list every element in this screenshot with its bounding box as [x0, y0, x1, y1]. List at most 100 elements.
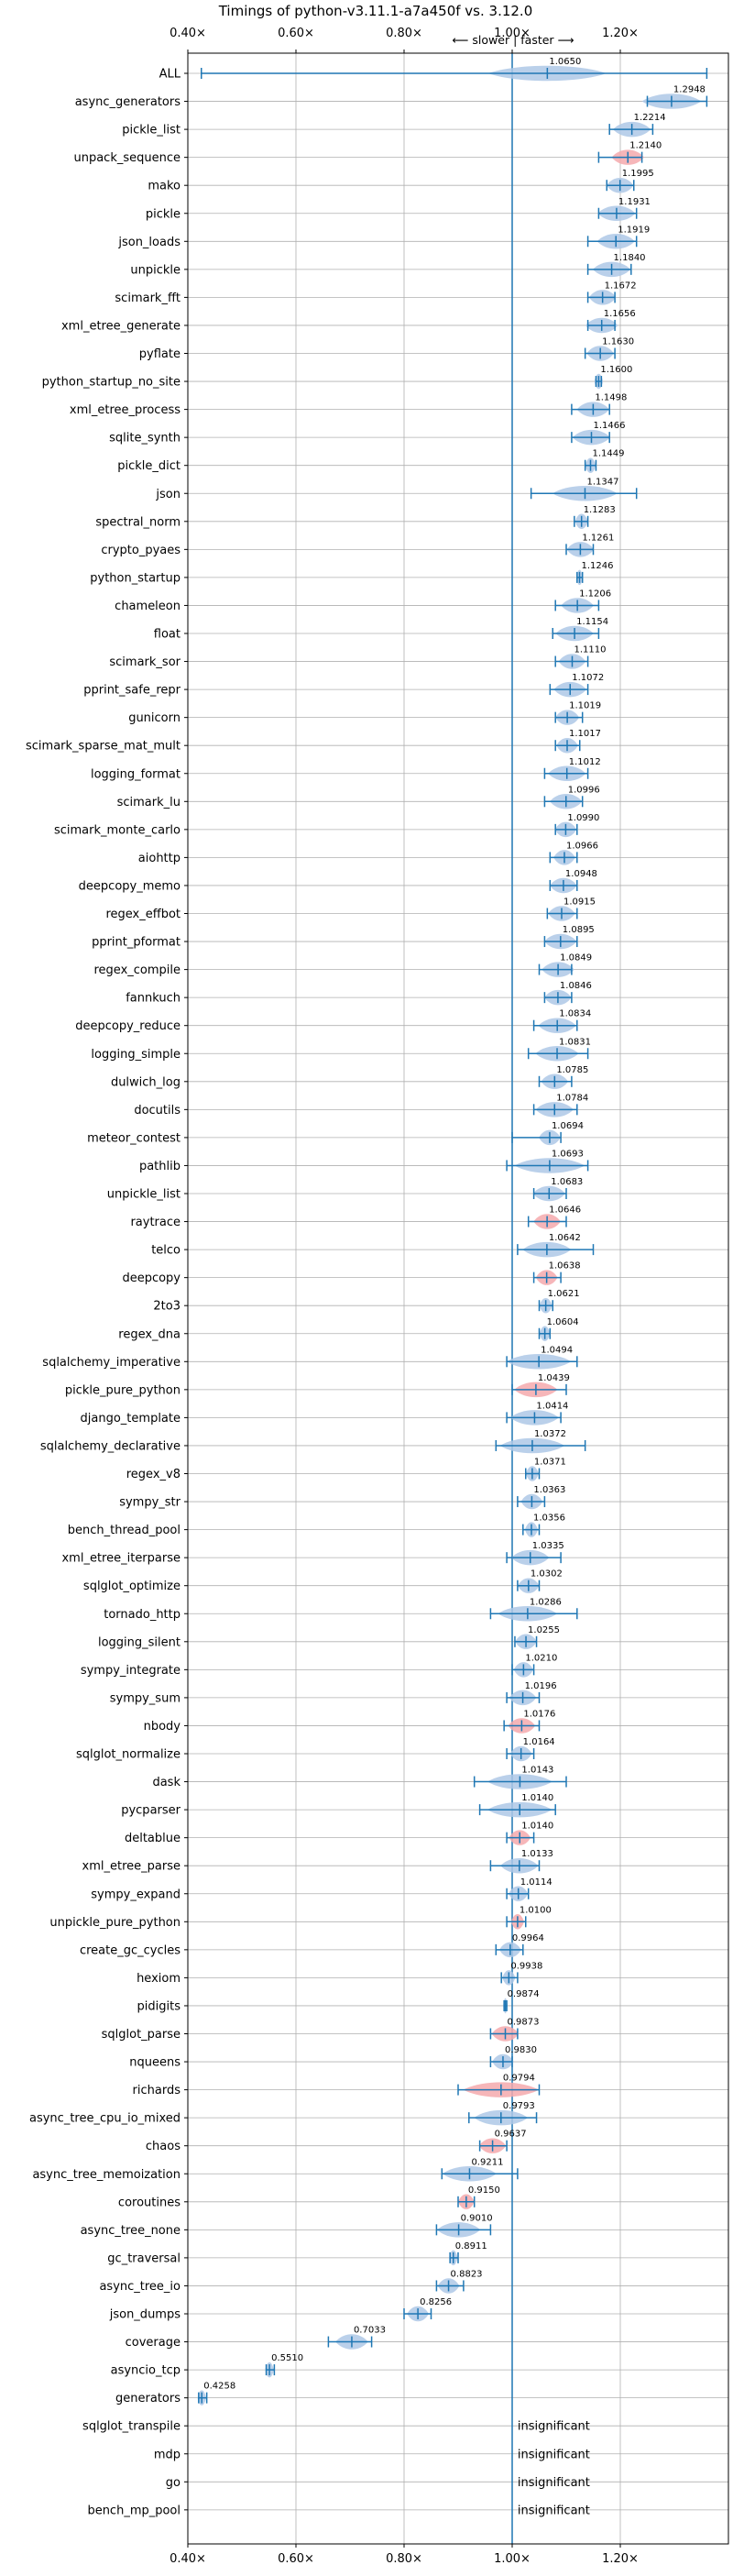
value-label: 1.0604	[547, 1317, 579, 1327]
direction-label: ⟵ slower | faster ⟶	[453, 33, 574, 47]
y-tick-label: regex_dna	[118, 1327, 181, 1341]
y-tick-label: logging_simple	[91, 1048, 181, 1062]
y-tick-label: generators	[115, 2392, 181, 2405]
x-tick-label-top: 1.00×	[494, 27, 531, 40]
y-tick-label: bench_thread_pool	[68, 1524, 181, 1537]
y-tick-label: python_startup_no_site	[42, 376, 181, 390]
value-label: 1.0439	[538, 1373, 570, 1383]
value-label: 1.0638	[549, 1261, 581, 1271]
value-label: 1.1347	[586, 477, 618, 487]
value-label: 1.2140	[629, 141, 662, 151]
value-label: 1.0143	[521, 1766, 553, 1776]
value-label: 1.0948	[565, 869, 597, 879]
y-tick-label: deepcopy	[122, 1271, 181, 1285]
value-label: 1.1656	[604, 309, 636, 319]
value-label: 1.0286	[530, 1597, 562, 1607]
value-label: 1.1246	[582, 561, 614, 571]
y-tick-label: sqlglot_normalize	[76, 1748, 181, 1762]
value-label: 1.0646	[549, 1205, 581, 1216]
x-tick-label-top: 1.20×	[602, 27, 639, 40]
y-tick-label: regex_v8	[126, 1468, 181, 1481]
y-tick-label: sqlite_synth	[109, 432, 181, 446]
value-label: 0.9874	[508, 1989, 540, 1999]
value-label: 1.1840	[614, 253, 646, 263]
value-label: 0.7033	[354, 2326, 386, 2336]
value-label: 1.0210	[525, 1653, 557, 1663]
value-label: 1.0176	[523, 1709, 555, 1719]
value-label: 1.0895	[563, 925, 595, 935]
y-tick-label: logging_format	[91, 767, 181, 781]
value-label: 1.0302	[531, 1569, 563, 1580]
value-label: 1.1995	[622, 169, 654, 179]
y-tick-label: unpack_sequence	[73, 151, 181, 165]
value-label: 1.0996	[568, 785, 600, 795]
y-tick-label: xml_etree_generate	[61, 319, 181, 333]
y-tick-label: asyncio_tcp	[111, 2364, 181, 2378]
value-label: 1.0650	[549, 57, 581, 67]
y-tick-label: fannkuch	[126, 992, 181, 1006]
y-tick-label: json_loads	[117, 236, 181, 249]
x-tick-label-bottom: 1.00×	[494, 2552, 531, 2566]
value-label: 0.5510	[271, 2353, 303, 2363]
value-label: 1.1931	[618, 197, 651, 207]
value-label: 1.0849	[560, 953, 592, 963]
y-tick-label: telco	[151, 1244, 181, 1258]
y-tick-label: unpickle_list	[107, 1188, 181, 1202]
y-tick-label: xml_etree_process	[70, 403, 181, 417]
y-tick-label: crypto_pyaes	[101, 544, 181, 557]
value-label: 1.0196	[525, 1681, 557, 1691]
y-tick-label: pathlib	[139, 1160, 181, 1173]
insignificant-label: insignificant	[518, 2448, 590, 2461]
value-label: 0.8823	[451, 2269, 483, 2279]
y-tick-label: sqlglot_parse	[102, 2028, 181, 2042]
x-tick-label-bottom: 0.40×	[170, 2552, 206, 2566]
value-label: 0.9150	[468, 2185, 500, 2196]
y-tick-label: mdp	[154, 2448, 181, 2461]
x-tick-label-top: 0.80×	[386, 27, 422, 40]
value-label: 1.0683	[551, 1177, 583, 1187]
value-label: 0.9793	[503, 2101, 535, 2111]
y-tick-label: pickle_dict	[117, 459, 181, 473]
value-label: 1.2214	[634, 113, 666, 123]
value-label: 1.0621	[548, 1289, 580, 1299]
value-label: 1.1206	[579, 589, 611, 599]
value-label: 0.9637	[495, 2130, 527, 2140]
value-label: 1.0990	[567, 813, 599, 823]
y-tick-label: dask	[152, 1776, 181, 1789]
y-tick-label: pprint_safe_repr	[83, 684, 181, 698]
y-tick-label: ALL	[159, 68, 181, 82]
y-tick-label: async_tree_io	[99, 2280, 181, 2294]
y-tick-label: regex_effbot	[105, 908, 181, 921]
value-label: 1.0100	[520, 1905, 552, 1915]
y-tick-label: pickle	[146, 207, 181, 221]
value-label: 1.1283	[584, 505, 616, 515]
value-label: 0.9873	[508, 2018, 540, 2028]
y-tick-label: django_template	[81, 1412, 181, 1426]
value-label: 1.0133	[521, 1849, 553, 1859]
value-label: 1.0494	[541, 1345, 573, 1355]
value-label: 1.1630	[602, 337, 634, 347]
y-tick-label: spectral_norm	[95, 515, 181, 529]
value-label: 0.9794	[503, 2074, 535, 2084]
y-tick-label: deepcopy_memo	[79, 879, 181, 893]
y-tick-label: aiohttp	[138, 852, 181, 865]
y-tick-label: pprint_pformat	[92, 936, 181, 950]
y-tick-label: scimark_monte_carlo	[54, 823, 181, 837]
y-tick-label: pycparser	[121, 1804, 181, 1818]
value-label: 1.1466	[593, 421, 625, 431]
y-tick-label: pickle_list	[122, 124, 181, 138]
y-tick-label: regex_compile	[93, 963, 181, 977]
y-tick-label: pidigits	[137, 1999, 181, 2013]
value-label: 0.4258	[203, 2382, 235, 2392]
y-tick-label: sqlglot_optimize	[83, 1580, 181, 1593]
y-tick-label: nbody	[144, 1720, 181, 1734]
value-label: 1.0356	[533, 1514, 565, 1524]
value-label: 1.1672	[605, 281, 637, 291]
value-label: 0.8911	[455, 2241, 487, 2251]
y-tick-label: deepcopy_reduce	[75, 1019, 181, 1033]
value-label: 1.1498	[595, 393, 627, 403]
y-tick-label: pickle_pure_python	[65, 1383, 181, 1397]
y-tick-label: raytrace	[130, 1216, 181, 1229]
y-tick-label: scimark_fft	[115, 292, 181, 305]
